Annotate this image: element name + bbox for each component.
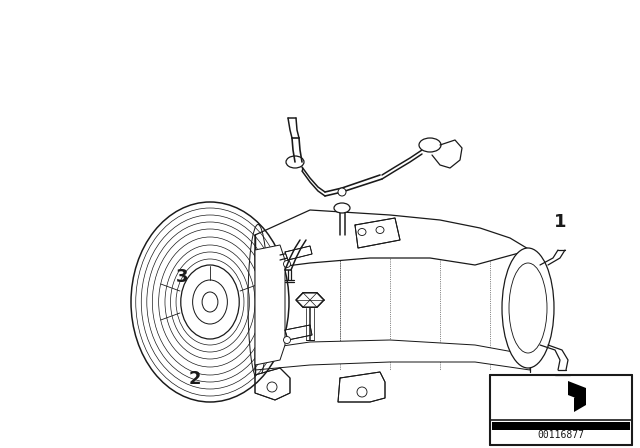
Text: 1: 1 [554, 213, 566, 231]
Polygon shape [255, 210, 530, 270]
Ellipse shape [338, 188, 346, 196]
Ellipse shape [502, 248, 554, 368]
Ellipse shape [129, 200, 291, 404]
Ellipse shape [284, 260, 291, 267]
Polygon shape [568, 381, 586, 402]
Polygon shape [338, 372, 385, 402]
Ellipse shape [334, 203, 350, 213]
Ellipse shape [267, 382, 277, 392]
Polygon shape [255, 245, 285, 365]
Ellipse shape [357, 387, 367, 397]
Ellipse shape [286, 156, 304, 168]
Ellipse shape [202, 292, 218, 312]
Ellipse shape [284, 336, 291, 344]
Polygon shape [285, 325, 312, 340]
Polygon shape [296, 293, 324, 307]
Polygon shape [255, 368, 290, 400]
Ellipse shape [180, 265, 239, 339]
Ellipse shape [193, 280, 227, 324]
Polygon shape [255, 340, 530, 370]
Polygon shape [492, 422, 630, 430]
Polygon shape [574, 388, 586, 412]
Text: 3: 3 [176, 268, 189, 286]
Ellipse shape [419, 138, 441, 152]
Text: 2: 2 [189, 370, 202, 388]
Text: 00116877: 00116877 [538, 430, 584, 440]
Polygon shape [355, 218, 400, 248]
Polygon shape [285, 246, 312, 260]
